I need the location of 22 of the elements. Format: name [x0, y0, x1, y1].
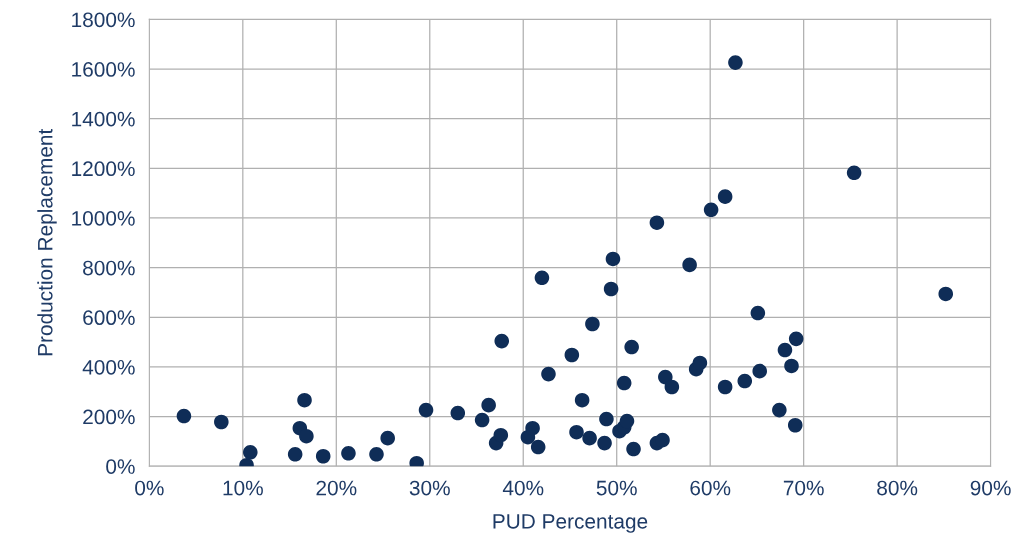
y-tick-label: 1800% — [72, 12, 135, 28]
x-axis-title: PUD Percentage — [493, 514, 648, 533]
y-tick-label: 0% — [106, 459, 135, 474]
x-tick-label: 50% — [596, 480, 637, 496]
x-tick-label: 80% — [877, 480, 918, 496]
x-tick-label: 30% — [409, 480, 450, 496]
y-tick-label: 1600% — [72, 62, 135, 77]
y-tick-label: 1000% — [72, 210, 135, 226]
y-axis-title: Production Replacement — [37, 128, 57, 356]
x-tick-label: 10% — [223, 480, 263, 496]
x-tick-label: 60% — [690, 480, 731, 496]
x-tick-label: 70% — [783, 480, 824, 496]
y-tick-label: 600% — [83, 310, 135, 326]
y-tick-label: 400% — [82, 359, 135, 375]
x-tick-label: 40% — [502, 480, 544, 496]
y-tick-label: 1200% — [72, 161, 135, 177]
y-tick-label: 200% — [83, 409, 135, 425]
y-tick-label: 800% — [83, 260, 135, 276]
x-tick-label: 20% — [316, 480, 357, 496]
x-tick-label: 90% — [970, 480, 1011, 496]
x-tick-label: 0% — [135, 480, 164, 496]
y-tick-label: 1400% — [72, 111, 135, 127]
